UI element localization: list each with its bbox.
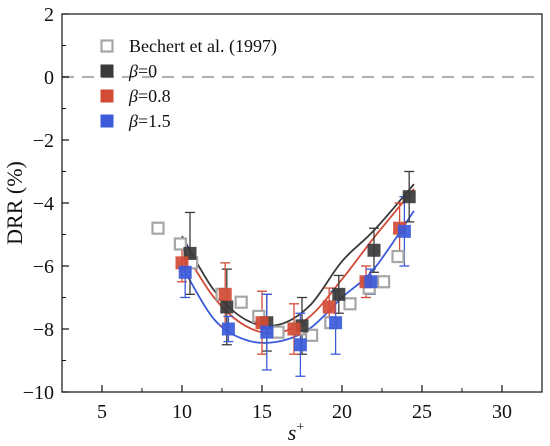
series-0-point: [377, 275, 391, 289]
series-3-point: [329, 316, 343, 330]
y-tick-label: −6: [33, 256, 54, 278]
series-0-point: [305, 328, 319, 342]
series-1-point: [402, 190, 416, 204]
x-tick-label: 5: [97, 401, 107, 423]
series-0-point: [391, 249, 405, 264]
legend-marker-0: [100, 39, 114, 53]
legend-marker-2: [100, 89, 114, 103]
series-1-point: [332, 287, 346, 301]
y-tick-label: −10: [23, 382, 54, 404]
series-0-point: [343, 297, 357, 311]
x-tick-label: 20: [332, 401, 352, 423]
series-0-point: [151, 221, 165, 235]
series-3-point: [260, 325, 274, 339]
series-3-point: [293, 338, 307, 352]
y-tick-label: −8: [33, 319, 54, 341]
x-axis-label: s+: [288, 420, 305, 445]
series-3-point: [397, 224, 411, 238]
x-tick-label: 30: [492, 401, 512, 423]
series-0-point: [271, 325, 285, 339]
x-tick-label: 15: [252, 401, 272, 423]
series-3-point: [364, 275, 378, 289]
x-tick-label: 10: [172, 401, 192, 423]
series-0-point: [173, 237, 187, 251]
y-tick-label: −4: [33, 193, 54, 215]
legend-label-2: β=0.8: [128, 86, 171, 106]
x-tick-label: 25: [412, 401, 432, 423]
legend-label-0: Bechert et al. (1997): [129, 36, 277, 57]
y-axis-label: DRR (%): [2, 161, 27, 245]
series-2-point: [218, 287, 232, 301]
y-tick-label: 0: [44, 67, 54, 89]
series-1-point: [367, 243, 381, 257]
legend-label-3: β=1.5: [128, 111, 171, 131]
legend-label-1: β=0: [128, 61, 157, 81]
series-3-point: [178, 265, 192, 279]
series-3-point: [221, 322, 235, 336]
series-2-point: [287, 322, 301, 336]
series-2-point: [322, 300, 336, 314]
y-tick-label: 2: [44, 4, 54, 26]
svg-text:s+: s+: [288, 420, 305, 445]
y-tick-label: −2: [33, 130, 54, 152]
series-0-point: [234, 295, 248, 309]
legend-marker-1: [100, 64, 114, 78]
series-1-point: [220, 300, 234, 314]
legend-marker-3: [100, 114, 114, 128]
